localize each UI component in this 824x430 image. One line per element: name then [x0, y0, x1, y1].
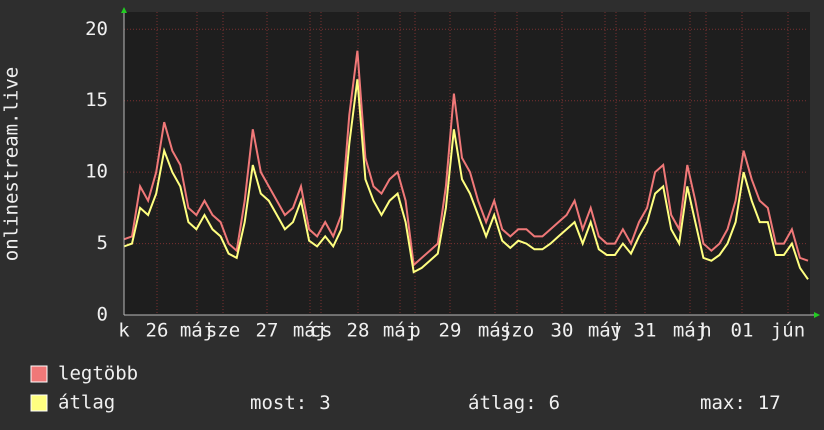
legend-label: átlag: [58, 392, 115, 414]
y-tick-label: 20: [85, 18, 108, 40]
y-tick-label: 10: [85, 161, 108, 183]
legend-swatch: [30, 365, 48, 383]
x-tick-label: p: [409, 320, 420, 342]
x-tick-label: 31: [634, 320, 657, 342]
plot-area: [124, 12, 810, 315]
x-tick-label: máj: [383, 320, 417, 342]
legend-label: legtöbb: [58, 363, 138, 385]
x-tick-label: 30: [551, 320, 574, 342]
x-tick-label: v: [610, 320, 621, 342]
x-tick-label: 29: [439, 320, 462, 342]
x-tick-label: jún: [771, 320, 805, 342]
series-line: [123, 50, 809, 268]
x-tick-label: máj: [180, 320, 214, 342]
stat-value: 6: [549, 392, 560, 414]
y-arrow: [121, 7, 127, 13]
x-tick-label: sze: [206, 320, 240, 342]
stat-label: átlag:: [468, 392, 537, 414]
x-arrow: [814, 312, 820, 318]
x-tick-label: h: [700, 320, 711, 342]
x-tick-label: 28: [347, 320, 370, 342]
x-tick-label: 27: [256, 320, 279, 342]
stat-label: most:: [250, 392, 307, 414]
series-line: [123, 79, 809, 280]
stat: max: 17: [700, 392, 781, 414]
y-tick-label: 0: [97, 304, 108, 326]
stat-value: 3: [319, 392, 330, 414]
x-tick-label: máj: [478, 320, 512, 342]
y-tick-label: 5: [97, 232, 108, 254]
x-tick-label: cs: [310, 320, 333, 342]
y-axis-label: onlinestream.live: [1, 67, 23, 261]
x-tick-label: szo: [500, 320, 534, 342]
x-tick-label: máj: [293, 320, 327, 342]
x-tick-label: k: [118, 320, 130, 342]
stat-value: 17: [758, 392, 781, 414]
x-tick-label: máj: [588, 320, 622, 342]
legend-swatch: [30, 394, 48, 412]
x-tick-label: 01: [731, 320, 754, 342]
x-tick-label: 26: [146, 320, 169, 342]
stat: most: 3: [250, 392, 331, 414]
y-tick-label: 15: [85, 89, 108, 111]
stat: átlag: 6: [468, 392, 560, 414]
stat-label: max:: [700, 392, 746, 414]
x-tick-label: máj: [673, 320, 707, 342]
